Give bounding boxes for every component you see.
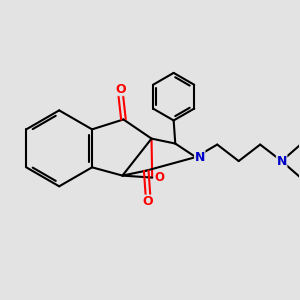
Text: N: N: [194, 151, 205, 164]
Text: N: N: [276, 154, 287, 168]
Text: O: O: [142, 195, 153, 208]
Text: O: O: [116, 82, 126, 96]
Text: O: O: [154, 171, 164, 184]
